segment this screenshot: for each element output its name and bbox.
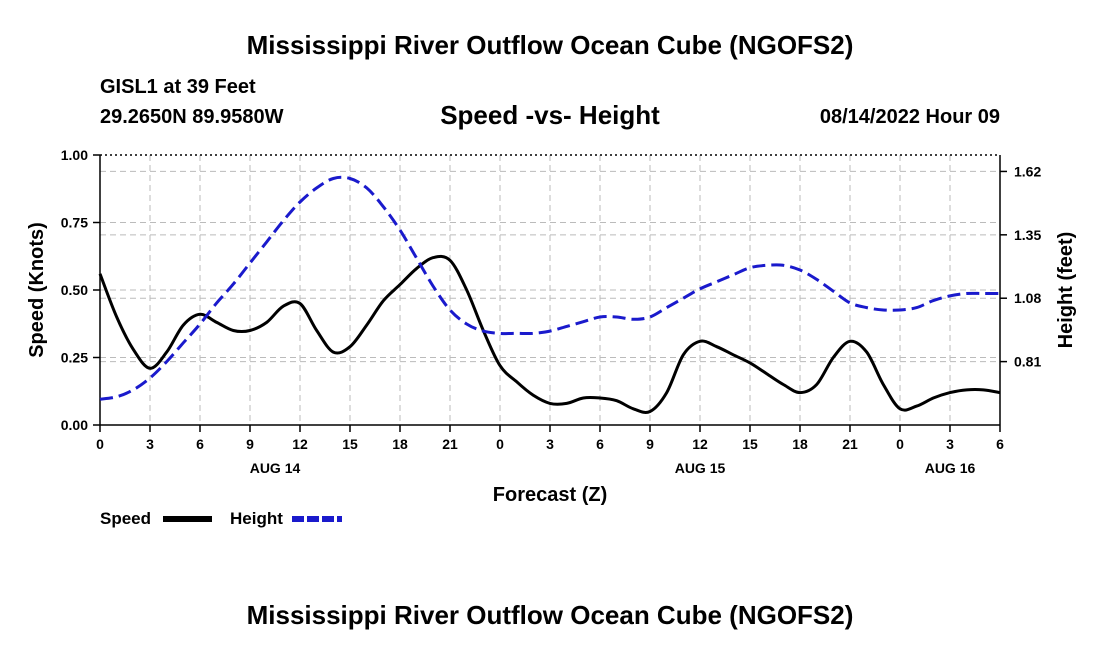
legend-speed-swatch [163,516,212,522]
legend-height-label: Height [230,509,283,528]
page-title-bottom: Mississippi River Outflow Ocean Cube (NG… [246,600,854,630]
x-tick-label: 15 [342,436,358,452]
speed-series-line [98,254,1001,414]
y-tick-label: 1.00 [61,147,88,163]
x-tick-label: 15 [742,436,758,452]
y-right-tick-label: 0.81 [1014,354,1041,370]
station-name: GISL1 at 39 Feet [100,76,256,98]
legend-speed-label: Speed [100,509,152,528]
x-tick-label: 3 [146,436,154,452]
speed-height-chart: 0 3 6 9 12 15 18 21 0 3 6 9 12 15 18 21 0 3 6 0.00 0.25 0.50 0… [26,147,1077,506]
y-tick-label: 0.50 [61,282,88,298]
x-tick-label: 21 [442,436,458,452]
y-right-tick-label: 1.35 [1014,227,1041,243]
day-label: AUG 15 [675,460,726,476]
y-tick-label: 0.75 [61,215,88,231]
y-tick-label: 0.25 [61,350,88,366]
x-tick-label: 6 [596,436,604,452]
page-title: Mississippi River Outflow Ocean Cube (NG… [246,30,854,60]
x-tick-label: 21 [842,436,858,452]
x-tick-label: 0 [96,436,104,452]
x-tick-label: 9 [646,436,654,452]
y-right-axis-title: Height (feet) [1055,232,1077,349]
x-tick-label: 18 [792,436,808,452]
x-axis-title: Forecast (Z) [493,484,607,506]
x-tick-label: 6 [196,436,204,452]
day-label: AUG 16 [925,460,976,476]
x-tick-label: 9 [246,436,254,452]
x-tick-label: 3 [546,436,554,452]
chart-title: Speed -vs- Height [440,100,660,130]
y-axis-title: Speed (Knots) [26,222,48,358]
legend-height-swatch [292,516,342,522]
x-tick-label: 12 [292,436,308,452]
x-tick-label: 18 [392,436,408,452]
height-series-line [99,175,1000,401]
forecast-datetime: 08/14/2022 Hour 09 [819,106,1000,128]
y-right-tick-label: 1.08 [1014,290,1041,306]
x-tick-label: 3 [946,436,954,452]
y-tick-label: 0.00 [61,417,88,433]
x-tick-label: 12 [692,436,708,452]
y-right-tick-label: 1.62 [1014,163,1041,179]
x-tick-label: 0 [496,436,504,452]
x-tick-label: 6 [996,436,1004,452]
day-label: AUG 14 [250,460,301,476]
station-coords: 29.2650N 89.9580W [100,106,284,128]
x-tick-label: 0 [896,436,904,452]
